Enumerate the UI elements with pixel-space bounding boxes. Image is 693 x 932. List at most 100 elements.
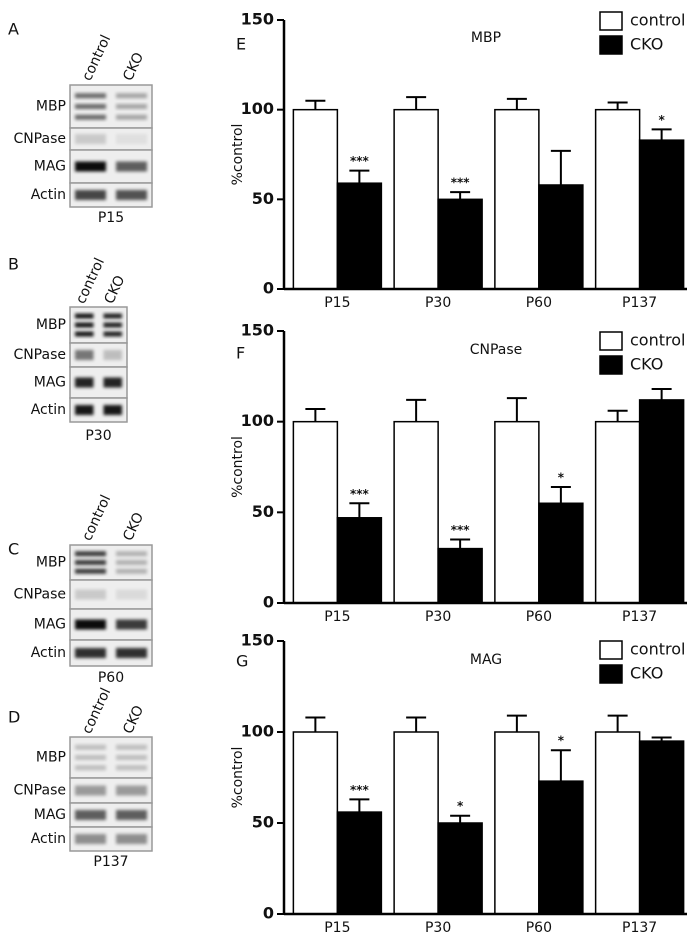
age-label: P60 <box>98 670 124 686</box>
panel-letter: G <box>236 652 248 671</box>
lane-label: CKO <box>120 703 147 736</box>
band <box>75 810 106 820</box>
legend-label: control <box>630 640 685 659</box>
y-tick-label: 0 <box>263 593 274 612</box>
age-label: P137 <box>93 854 128 870</box>
protein-label: CNPase <box>13 783 66 799</box>
y-tick-label: 150 <box>241 631 274 650</box>
x-tick-label: P137 <box>622 609 657 625</box>
band <box>116 551 147 557</box>
y-tick-label: 50 <box>252 502 274 521</box>
band <box>116 568 147 574</box>
band <box>116 744 147 750</box>
x-tick-label: P30 <box>425 920 451 932</box>
y-axis-label: %control <box>230 436 246 498</box>
protein-label: MAG <box>34 807 66 823</box>
significance: *** <box>350 783 370 797</box>
significance: * <box>457 799 464 813</box>
y-tick-label: 50 <box>252 189 274 208</box>
significance: *** <box>451 523 471 537</box>
chart-title: MBP <box>471 30 501 46</box>
x-tick-label: P60 <box>526 920 552 932</box>
band <box>75 161 106 172</box>
bar <box>393 108 439 290</box>
bar <box>638 139 685 290</box>
legend-label: CKO <box>630 35 663 54</box>
significance: *** <box>350 154 370 168</box>
band <box>116 619 147 630</box>
bar <box>393 731 439 915</box>
y-tick-label: 100 <box>241 411 274 430</box>
y-tick-label: 150 <box>241 10 274 29</box>
x-tick-label: P15 <box>324 295 350 311</box>
band <box>75 755 106 760</box>
lane-label: CKO <box>120 510 147 543</box>
band <box>116 755 147 760</box>
protein-label: MBP <box>36 555 66 571</box>
band <box>116 93 147 99</box>
x-tick-label: P15 <box>324 609 350 625</box>
protein-label: MBP <box>36 317 66 333</box>
lane-label: control <box>79 33 114 84</box>
bar <box>437 547 483 604</box>
protein-label: CNPase <box>13 587 66 603</box>
bar <box>594 420 641 604</box>
bar <box>437 198 483 290</box>
bar <box>393 420 439 604</box>
band <box>103 405 122 415</box>
band <box>75 134 106 144</box>
legend-swatch <box>599 35 623 55</box>
band <box>75 785 106 796</box>
bar <box>638 740 685 915</box>
band <box>116 114 147 120</box>
band <box>116 104 147 109</box>
significance: *** <box>350 487 370 501</box>
age-label: P30 <box>85 428 111 444</box>
legend-label: CKO <box>630 664 663 683</box>
protein-label: MAG <box>34 617 66 633</box>
protein-label: MBP <box>36 99 66 115</box>
band <box>75 331 94 337</box>
band <box>75 104 106 109</box>
band <box>75 322 94 328</box>
band <box>116 834 147 844</box>
protein-label: CNPase <box>13 347 66 363</box>
band <box>75 114 106 120</box>
band <box>116 785 147 796</box>
bar <box>538 184 584 290</box>
band <box>75 648 106 658</box>
y-tick-label: 100 <box>241 722 274 741</box>
legend-swatch <box>599 640 623 660</box>
band <box>116 765 147 771</box>
bar <box>437 822 483 915</box>
bar <box>638 399 685 604</box>
band <box>75 589 106 600</box>
bar <box>336 811 383 915</box>
bar <box>336 182 383 290</box>
protein-label: Actin <box>31 187 66 203</box>
panel-letter: A <box>8 20 19 39</box>
band <box>75 313 94 319</box>
band <box>116 161 147 172</box>
legend-swatch <box>599 664 623 684</box>
band <box>103 377 122 388</box>
protein-label: MAG <box>34 159 66 175</box>
band <box>75 568 106 574</box>
y-tick-label: 150 <box>241 321 274 340</box>
y-tick-label: 50 <box>252 813 274 832</box>
band <box>103 322 122 328</box>
significance: * <box>658 113 665 127</box>
band <box>75 350 94 360</box>
significance: * <box>558 734 565 748</box>
band <box>116 560 147 565</box>
legend-label: control <box>630 11 685 30</box>
y-tick-label: 100 <box>241 99 274 118</box>
x-tick-label: P15 <box>324 920 350 932</box>
band <box>103 350 122 360</box>
bar <box>336 517 383 604</box>
panel-letter: D <box>8 708 20 727</box>
x-tick-label: P30 <box>425 295 451 311</box>
band <box>75 190 106 200</box>
band <box>75 619 106 630</box>
